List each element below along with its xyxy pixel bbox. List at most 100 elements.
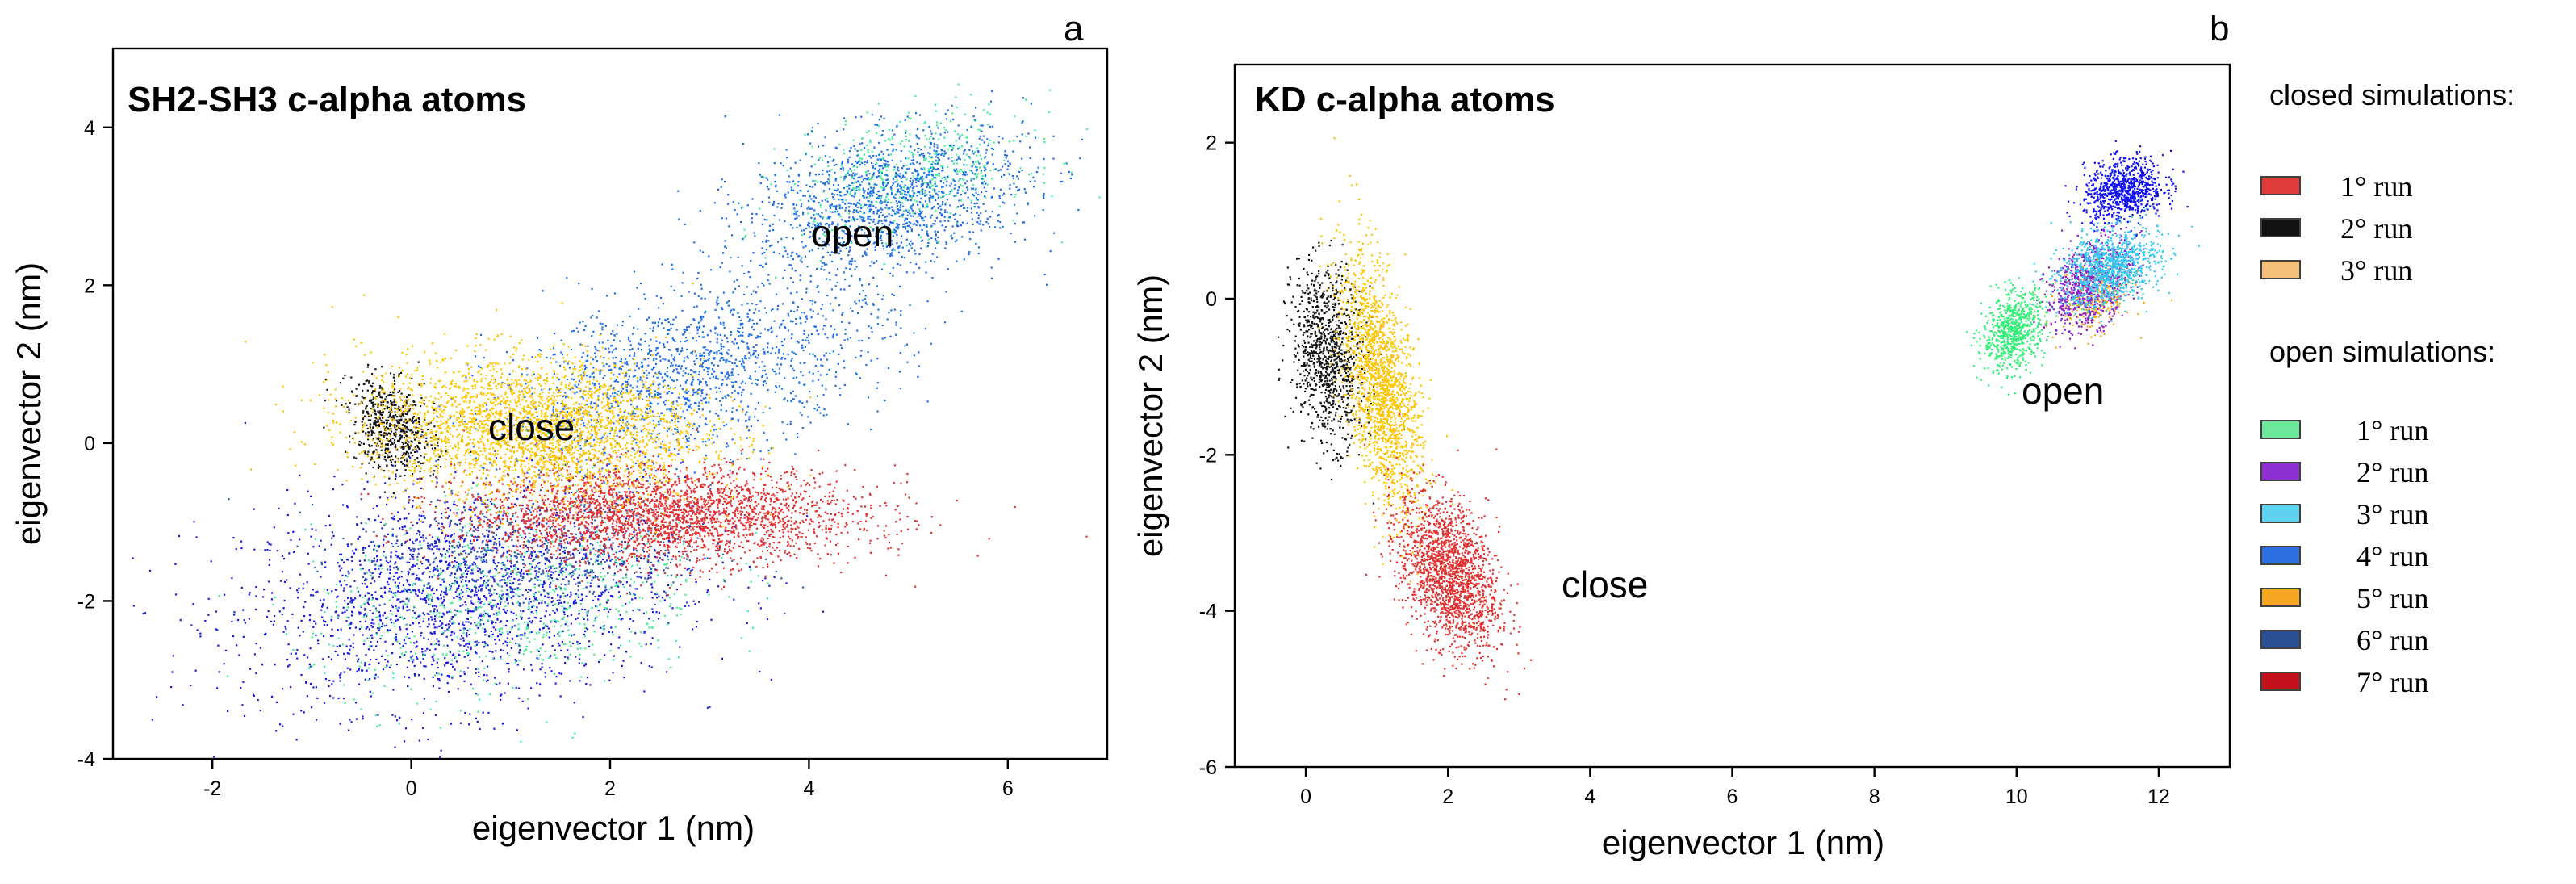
data-point — [748, 650, 751, 652]
data-point — [838, 143, 841, 145]
data-point — [439, 604, 441, 607]
data-point — [375, 610, 378, 612]
data-point — [493, 397, 496, 400]
data-point — [979, 166, 981, 169]
data-point — [323, 624, 325, 626]
data-point — [945, 202, 947, 204]
data-point — [866, 131, 868, 133]
data-point — [1085, 128, 1089, 130]
data-point — [369, 659, 372, 661]
data-point — [913, 153, 915, 155]
data-point — [324, 665, 326, 668]
data-point — [572, 418, 575, 421]
data-point — [298, 587, 300, 589]
data-point — [721, 557, 723, 559]
data-point — [563, 601, 566, 604]
data-point — [249, 668, 252, 670]
data-point — [449, 564, 451, 567]
data-point — [349, 668, 352, 671]
data-point — [551, 597, 554, 599]
data-point — [722, 358, 725, 361]
data-point — [685, 339, 688, 342]
data-point — [483, 574, 486, 576]
data-point — [423, 515, 425, 517]
data-point — [659, 341, 661, 344]
data-point — [331, 531, 333, 534]
data-point — [473, 550, 475, 552]
data-point — [805, 152, 808, 154]
data-point — [581, 599, 583, 602]
data-point — [216, 687, 219, 689]
data-point — [621, 384, 623, 387]
data-point — [224, 649, 228, 651]
data-point — [880, 197, 883, 199]
data-point — [413, 583, 416, 585]
data-point — [876, 382, 879, 384]
data-point — [612, 392, 614, 395]
data-point — [132, 557, 134, 559]
data-point — [597, 310, 600, 312]
data-point — [531, 356, 533, 358]
data-point — [453, 533, 455, 535]
data-point — [860, 204, 863, 207]
data-point — [579, 321, 581, 324]
data-point — [886, 165, 889, 168]
data-point — [287, 532, 290, 534]
data-point — [879, 165, 881, 167]
data-point — [626, 467, 629, 470]
data-point — [434, 542, 437, 545]
data-point — [379, 496, 382, 499]
data-point — [461, 558, 463, 560]
data-point — [271, 592, 274, 594]
data-point — [413, 635, 416, 638]
data-point — [832, 337, 834, 339]
data-point — [515, 686, 517, 689]
data-point — [593, 619, 596, 622]
data-point — [328, 524, 332, 526]
data-point — [391, 596, 394, 598]
data-point — [562, 534, 565, 537]
data-point — [721, 379, 724, 381]
data-point — [585, 555, 588, 558]
data-point — [507, 682, 509, 685]
data-point — [901, 189, 904, 191]
data-point — [669, 376, 671, 379]
data-point — [552, 580, 554, 582]
data-point — [315, 622, 317, 625]
data-point — [640, 389, 642, 392]
data-point — [607, 417, 609, 419]
data-point — [437, 536, 439, 538]
data-point — [518, 579, 521, 581]
data-point — [422, 658, 424, 660]
data-point — [558, 554, 560, 556]
data-point — [446, 568, 449, 570]
data-point — [742, 326, 744, 329]
data-point — [441, 601, 444, 605]
data-point — [264, 549, 266, 551]
data-point — [617, 390, 620, 392]
data-point — [594, 553, 596, 556]
data-point — [671, 403, 675, 405]
data-point — [380, 571, 383, 573]
data-point — [498, 639, 500, 641]
data-point — [855, 187, 858, 190]
data-point — [395, 476, 397, 478]
data-point — [575, 561, 577, 563]
data-point — [442, 612, 445, 614]
data-point — [743, 228, 746, 231]
data-point — [408, 513, 410, 515]
data-point — [709, 377, 712, 379]
data-point — [408, 589, 411, 591]
data-point — [863, 153, 865, 156]
data-point — [872, 175, 874, 178]
data-point — [752, 346, 755, 349]
data-point — [466, 649, 468, 651]
data-point — [547, 603, 550, 605]
data-point — [949, 145, 951, 148]
data-point — [648, 626, 650, 629]
data-point — [957, 83, 960, 86]
data-point — [922, 190, 924, 192]
data-point — [571, 635, 573, 637]
data-point — [478, 585, 480, 589]
data-point — [388, 577, 391, 580]
